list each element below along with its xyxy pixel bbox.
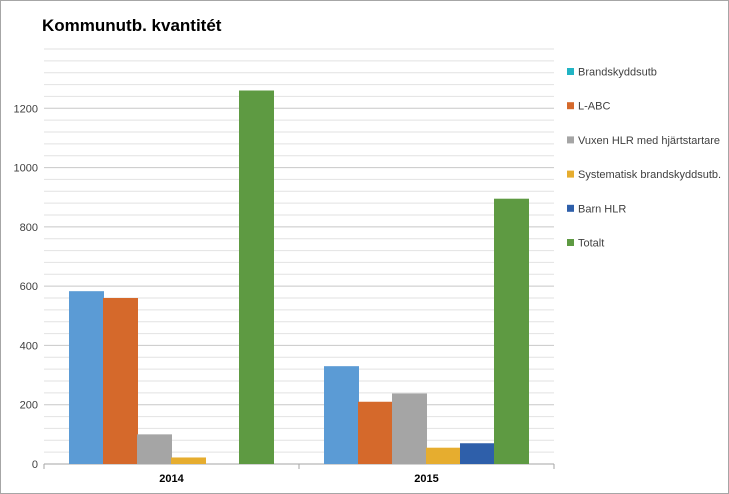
legend-label: Systematisk brandskyddsutb. xyxy=(578,169,721,181)
bar-2015-l-abc xyxy=(358,401,393,464)
legend-label: Totalt xyxy=(578,238,604,250)
bar-2015-barn-hlr xyxy=(460,443,495,464)
bar-2014-totalt xyxy=(239,90,274,464)
bar-2015-brandskyddsutb xyxy=(324,366,359,464)
legend-label: Brandskyddsutb xyxy=(578,67,657,79)
legend-marker xyxy=(567,204,574,212)
chart-title: Kommunutb. kvantitét xyxy=(42,16,222,35)
bar-2014-systematisk-brandskyddsutb- xyxy=(171,457,206,464)
legend-marker xyxy=(567,68,574,75)
y-tick-label: 800 xyxy=(20,222,38,234)
y-tick-label: 600 xyxy=(20,281,38,293)
legend-label: L-ABC xyxy=(578,101,610,113)
legend-label: Barn HLR xyxy=(578,203,626,215)
legend-marker xyxy=(567,239,574,246)
bar-2014-l-abc xyxy=(103,298,138,464)
legend-marker xyxy=(567,102,574,110)
legend-label: Vuxen HLR med hjärtstartare xyxy=(578,135,720,147)
bar-2014-brandskyddsutb xyxy=(69,291,104,464)
bar-2015-vuxen-hlr-med-hj-rtstartare xyxy=(392,393,427,464)
x-category-label: 2015 xyxy=(414,473,438,485)
y-tick-label: 200 xyxy=(20,400,38,412)
bar-2015-totalt xyxy=(494,198,529,465)
y-tick-label: 1200 xyxy=(14,103,38,115)
y-tick-label: 400 xyxy=(20,340,38,352)
bar-2015-systematisk-brandskyddsutb- xyxy=(426,447,461,464)
x-category-label: 2014 xyxy=(159,473,184,485)
bar-2014-vuxen-hlr-med-hj-rtstartare xyxy=(137,434,172,464)
y-tick-label: 1000 xyxy=(14,163,38,175)
legend-marker xyxy=(567,136,574,144)
y-tick-label: 0 xyxy=(32,459,38,471)
legend-marker xyxy=(567,170,574,178)
